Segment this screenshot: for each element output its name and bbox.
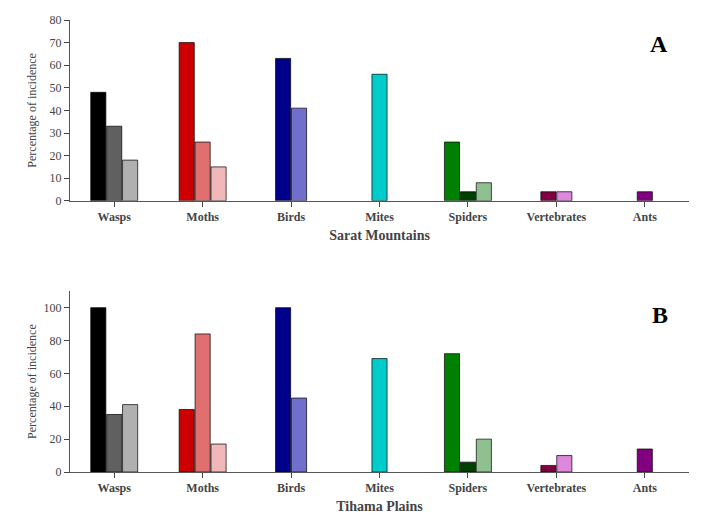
svg-text:20: 20 [50, 432, 62, 446]
svg-text:Spiders: Spiders [449, 481, 488, 495]
svg-text:Ants: Ants [633, 481, 657, 495]
svg-text:10: 10 [50, 171, 62, 185]
svg-text:60: 60 [50, 367, 62, 381]
svg-text:60: 60 [50, 58, 62, 72]
svg-text:Tihama Plains: Tihama Plains [336, 499, 423, 514]
svg-text:Ants: Ants [633, 210, 657, 224]
svg-text:0: 0 [56, 465, 62, 479]
svg-text:70: 70 [50, 36, 62, 50]
svg-text:20: 20 [50, 149, 62, 163]
svg-text:40: 40 [50, 104, 62, 118]
svg-text:B: B [652, 302, 668, 328]
svg-text:40: 40 [50, 399, 62, 413]
svg-text:50: 50 [50, 81, 62, 95]
svg-text:80: 80 [50, 13, 62, 27]
svg-text:Mites: Mites [365, 210, 394, 224]
svg-text:Moths: Moths [186, 481, 219, 495]
svg-text:100: 100 [44, 301, 62, 315]
svg-text:A: A [650, 31, 668, 57]
svg-text:Birds: Birds [277, 210, 305, 224]
svg-text:80: 80 [50, 334, 62, 348]
svg-text:Wasps: Wasps [98, 210, 132, 224]
svg-text:30: 30 [50, 126, 62, 140]
svg-text:Vertebrates: Vertebrates [527, 481, 587, 495]
svg-text:Birds: Birds [277, 481, 305, 495]
svg-text:Vertebrates: Vertebrates [527, 210, 587, 224]
svg-text:Percentage of incidence: Percentage of incidence [25, 324, 39, 439]
svg-text:Sarat Mountains: Sarat Mountains [329, 228, 430, 243]
svg-text:Spiders: Spiders [449, 210, 488, 224]
svg-text:Mites: Mites [365, 481, 394, 495]
svg-text:Percentage of incidence: Percentage of incidence [25, 53, 39, 168]
svg-text:0: 0 [56, 194, 62, 208]
svg-text:Moths: Moths [186, 210, 219, 224]
svg-text:Wasps: Wasps [98, 481, 132, 495]
